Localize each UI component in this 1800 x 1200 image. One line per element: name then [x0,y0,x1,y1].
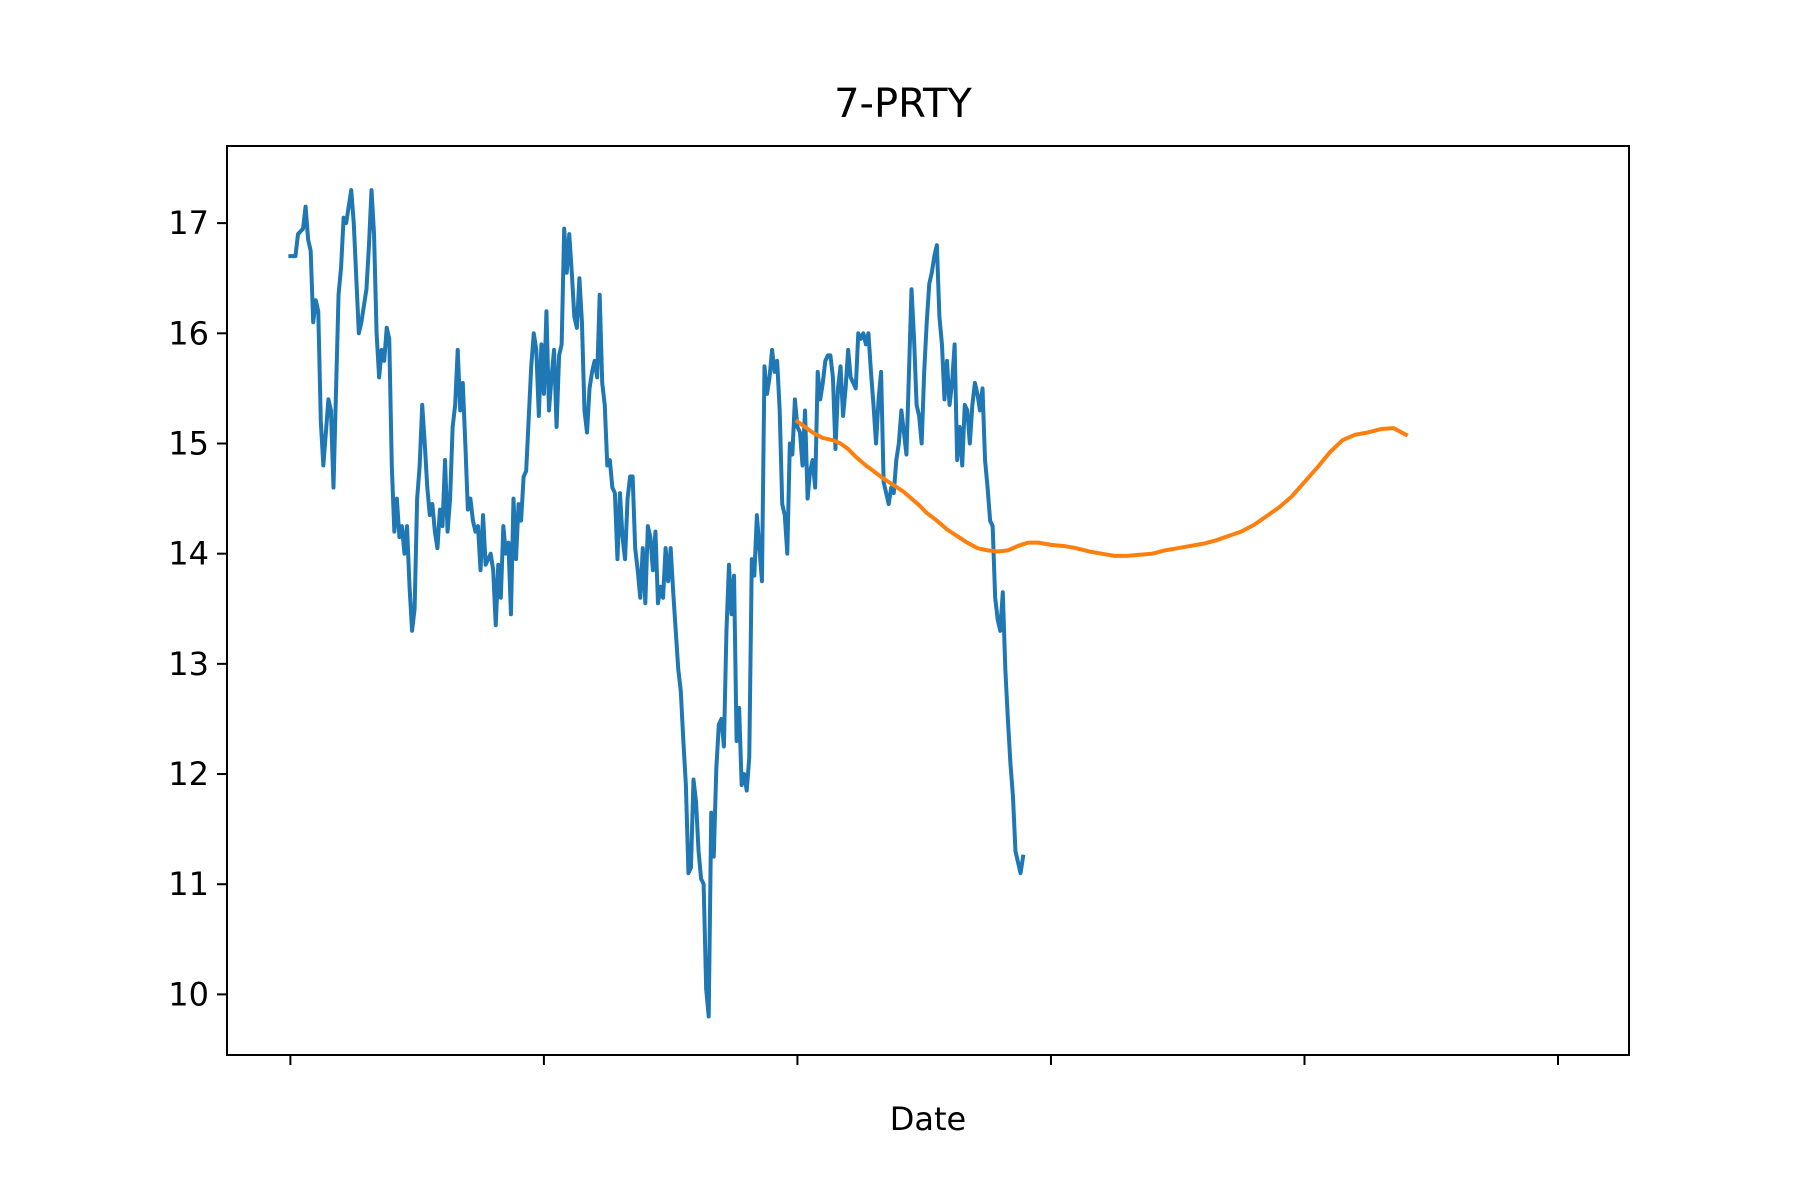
y-axis-ticks: 10 11 12 13 14 15 16 17 [168,204,227,1013]
x-axis-label: Date [890,1100,966,1138]
series-layer [288,188,1409,1019]
y-tick-label: 10 [168,975,209,1013]
chart-title: 7-PRTY [834,81,972,127]
y-tick-label: 17 [168,204,209,242]
x-axis-ticks [289,1055,1560,1065]
y-tick-label: 15 [168,424,209,462]
y-tick-label: 13 [168,645,209,683]
plot-area-frame [226,145,1630,1056]
series-line-2 [794,418,1409,558]
y-tick-label: 16 [168,314,209,352]
series-line-1 [288,188,1026,1019]
y-tick-label: 12 [168,755,209,793]
y-tick-label: 11 [168,865,209,903]
y-tick-label: 14 [168,535,209,573]
